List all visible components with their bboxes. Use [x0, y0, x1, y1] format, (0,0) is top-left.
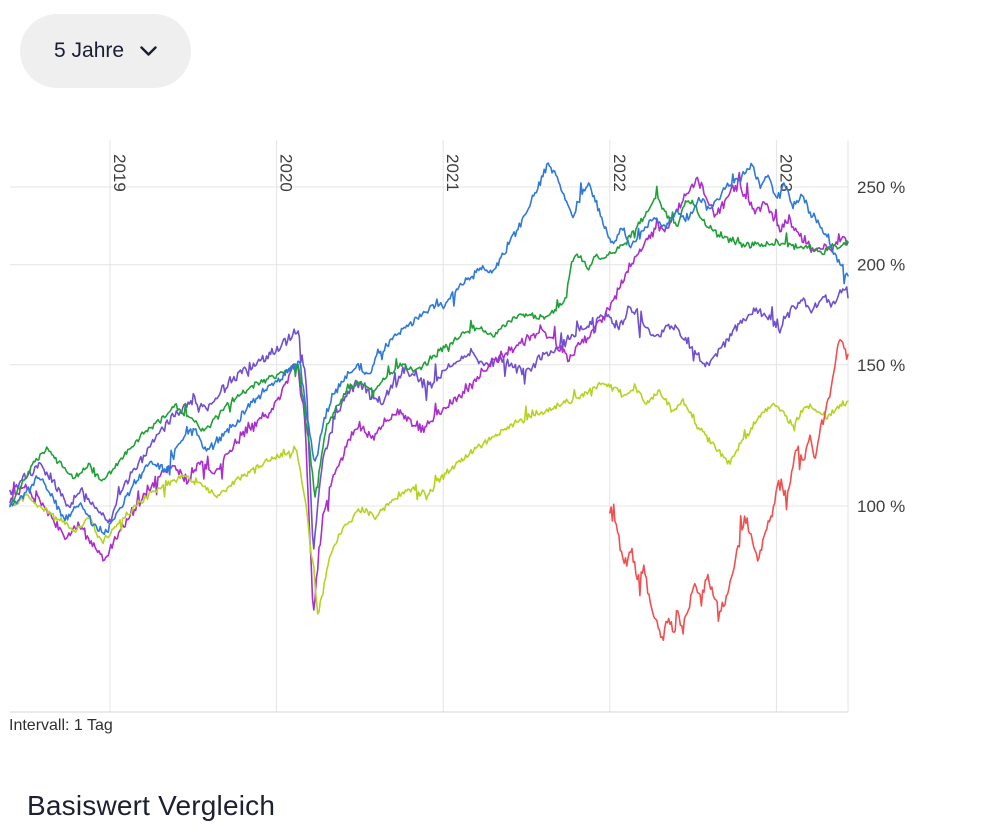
series-line-green [9, 185, 849, 508]
x-axis-tick-label: 2023 [776, 154, 795, 192]
series-line-red [608, 338, 849, 642]
x-axis-tick-label: 2021 [443, 154, 462, 192]
chart-canvas[interactable]: 2019 2020 2021 2022 2023 250 % 200 % 150 % 100 % [0, 130, 999, 722]
series-line-violet [9, 286, 849, 550]
x-axis-tick-label: 2022 [610, 154, 629, 192]
x-axis-tick-label: 2019 [110, 154, 129, 192]
y-axis-tick-label: 100 % [857, 497, 905, 516]
page-title: Basiswert Vergleich [27, 790, 276, 821]
interval-label: Intervall: 1 Tag [9, 717, 113, 734]
chevron-down-icon [140, 45, 157, 57]
y-axis-tick-label: 150 % [857, 356, 905, 375]
period-select-label: 5 Jahre [54, 39, 125, 62]
axis-labels: 2019 2020 2021 2022 2023 250 % 200 % 150 % 100 % [110, 154, 905, 516]
x-axis-tick-label: 2020 [277, 154, 296, 192]
basiswert-comparison-chart[interactable]: 2019 2020 2021 2022 2023 250 % 200 % 150 % 100 % [0, 130, 999, 722]
chart-series [9, 162, 849, 642]
series-line-blue [9, 162, 849, 536]
chart-grid [10, 140, 848, 712]
series-line-magenta [9, 171, 849, 611]
y-axis-tick-label: 250 % [857, 178, 905, 197]
series-line-lime [9, 381, 849, 615]
period-select-button[interactable]: 5 Jahre [20, 14, 192, 88]
y-axis-tick-label: 200 % [857, 256, 905, 275]
